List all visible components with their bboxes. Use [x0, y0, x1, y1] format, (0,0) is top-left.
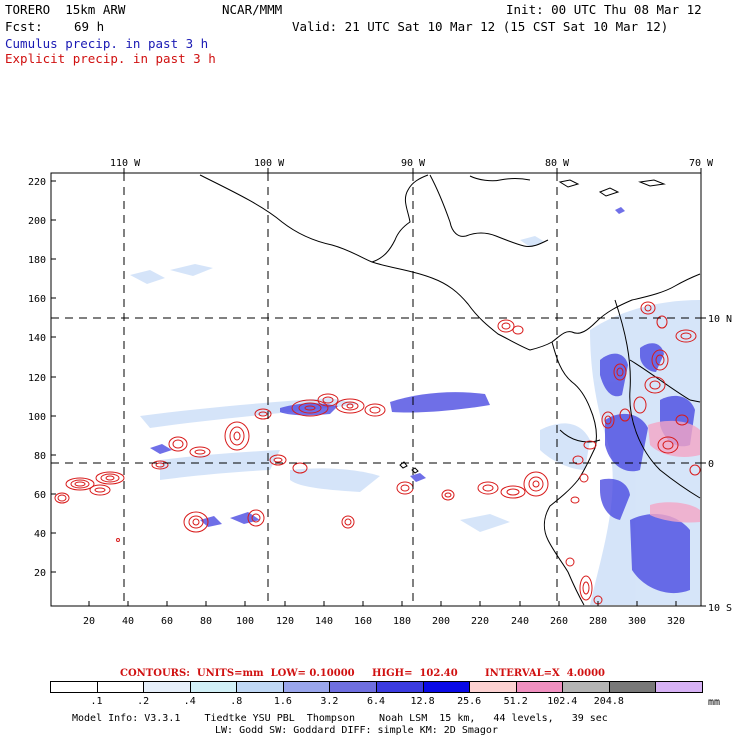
init-time: Init: 00 UTC Thu 08 Mar 12 [506, 2, 702, 17]
map-frame [50, 172, 702, 607]
legend-swatch [655, 681, 703, 693]
x-tick-label: 20 [83, 616, 95, 627]
model-physics: LW: Godd SW: Goddard DIFF: simple KM: 2D… [215, 725, 498, 736]
contour-interval: INTERVAL=X 4.0000 [485, 668, 605, 679]
x-tick-label: 160 [354, 616, 372, 627]
lon-label: 70 W [689, 158, 714, 169]
y-tick-label: 100 [28, 412, 46, 423]
legend-swatch [282, 681, 331, 693]
x-tick-label: 80 [200, 616, 212, 627]
y-tick-label: 80 [34, 451, 46, 462]
lat-label: 0 [708, 459, 714, 470]
legend-label: 3.2 [320, 696, 339, 707]
x-tick-label: 60 [161, 616, 173, 627]
lon-label: 90 W [401, 158, 426, 169]
organization: NCAR/MMM [222, 2, 283, 17]
lat-label: 10 N [708, 314, 732, 325]
x-tick-label: 120 [276, 616, 294, 627]
x-tick-label: 320 [667, 616, 685, 627]
y-tick-label: 20 [34, 568, 46, 579]
tick-marks [51, 168, 706, 607]
legend-label: 6.4 [366, 696, 386, 707]
legend-label: .1 [90, 696, 103, 707]
legend-swatch [422, 681, 471, 693]
legend-swatch [189, 681, 238, 693]
legend-label: 51.2 [503, 696, 528, 707]
legend-swatch [515, 681, 564, 693]
legend-unit: mm [708, 697, 721, 708]
forecast-label: Fcst: [5, 19, 43, 34]
y-tick-label: 220 [28, 177, 46, 188]
model-info: Model Info: V3.3.1 Tiedtke YSU PBL Thomp… [72, 713, 608, 724]
y-tick-label: 180 [28, 255, 46, 266]
x-tick-label: 260 [550, 616, 568, 627]
legend-swatch [329, 681, 377, 693]
legend-label: 12.8 [410, 696, 435, 707]
y-tick-label: 140 [28, 333, 46, 344]
cumulus-legend: Cumulus precip. in past 3 h [5, 36, 209, 51]
x-tick-label: 200 [432, 616, 450, 627]
legend-swatch [608, 681, 657, 693]
model-name: TORERO 15km ARW [5, 2, 126, 17]
contour-units: CONTOURS: UNITS=mm LOW= 0.10000 [120, 668, 355, 679]
x-tick-label: 180 [393, 616, 411, 627]
contour-high: HIGH= 102.40 [372, 668, 458, 679]
x-tick-label: 240 [511, 616, 529, 627]
legend-swatch [96, 681, 145, 693]
axis-labels: 110 W 100 W 90 W 80 W 70 W 10 N 0 10 S 2… [28, 158, 732, 627]
legend-swatch [376, 681, 424, 693]
lon-label: 100 W [254, 158, 285, 169]
lon-label: 80 W [545, 158, 570, 169]
x-tick-label: 280 [589, 616, 607, 627]
x-tick-label: 100 [236, 616, 254, 627]
explicit-contours [54, 301, 701, 605]
legend-swatch [236, 681, 284, 693]
legend-label: .8 [230, 696, 243, 707]
legend-swatch [50, 681, 98, 693]
lat-label: 10 S [708, 603, 732, 614]
lat-lon-grid [51, 173, 701, 606]
legend-label: 1.6 [273, 696, 292, 707]
explicit-legend: Explicit precip. in past 3 h [5, 51, 216, 66]
y-tick-label: 60 [34, 490, 46, 501]
y-tick-label: 120 [28, 373, 46, 384]
legend-label: 204.8 [593, 696, 624, 707]
coastlines [199, 174, 701, 606]
x-tick-label: 220 [471, 616, 489, 627]
y-tick-label: 160 [28, 294, 46, 305]
x-tick-label: 300 [628, 616, 646, 627]
valid-time: Valid: 21 UTC Sat 10 Mar 12 (15 CST Sat … [292, 19, 669, 34]
x-tick-label: 140 [315, 616, 333, 627]
y-tick-label: 200 [28, 216, 46, 227]
legend-label: 102.4 [547, 696, 578, 707]
legend-label: .2 [137, 696, 150, 707]
y-tick-label: 40 [34, 529, 46, 540]
legend-label: .4 [183, 696, 196, 707]
x-tick-label: 40 [122, 616, 134, 627]
legend-swatch [143, 681, 191, 693]
legend-label: 25.6 [457, 696, 482, 707]
lon-label: 110 W [110, 158, 141, 169]
legend-swatch [562, 681, 610, 693]
forecast-hour: 69 h [74, 19, 105, 34]
legend-swatch [469, 681, 517, 693]
